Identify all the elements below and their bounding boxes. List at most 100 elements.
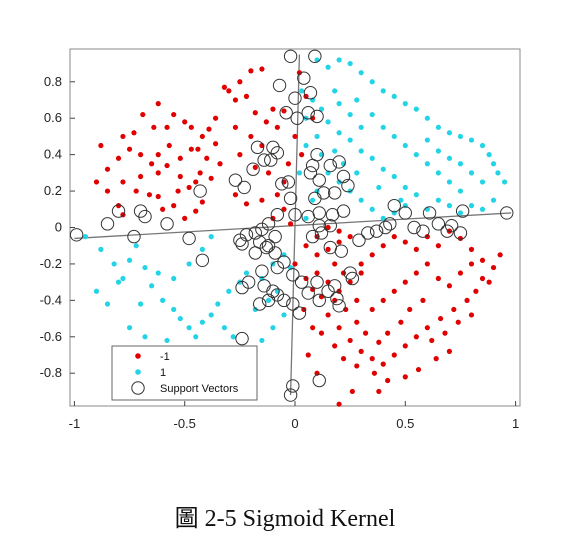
point-class-neg xyxy=(177,173,183,180)
point-class-pos xyxy=(398,197,404,203)
point-class-neg xyxy=(391,288,397,294)
point-class-neg xyxy=(120,133,126,140)
support-vector-marker xyxy=(228,173,243,187)
point-class-neg xyxy=(206,126,212,132)
support-vector-marker xyxy=(330,291,344,306)
point-class-neg xyxy=(171,111,177,118)
point-class-neg xyxy=(296,70,303,76)
point-class-neg xyxy=(380,297,386,303)
point-class-pos xyxy=(354,97,360,103)
support-vector-marker xyxy=(453,226,468,240)
support-vector-marker xyxy=(290,111,304,125)
point-class-neg xyxy=(437,315,444,322)
point-class-neg xyxy=(226,88,232,94)
support-vector-marker xyxy=(321,284,335,298)
point-class-pos xyxy=(332,88,338,94)
point-class-pos xyxy=(82,234,89,240)
support-vector-marker xyxy=(369,224,384,238)
point-class-neg xyxy=(166,142,172,149)
support-vector-marker xyxy=(255,264,269,278)
point-class-pos xyxy=(199,319,205,325)
support-vector-marker xyxy=(270,146,285,160)
support-vector-marker xyxy=(292,306,307,320)
point-class-neg xyxy=(402,374,408,380)
support-vector-marker xyxy=(283,388,298,402)
support-vector-marker xyxy=(235,331,249,346)
figure-caption: 圖 2-5 Sigmoid Kernel xyxy=(174,506,396,532)
point-class-neg xyxy=(402,239,408,245)
y-tick-label: 0.2 xyxy=(44,183,62,198)
point-class-neg xyxy=(332,343,338,349)
point-class-neg xyxy=(413,270,419,276)
support-vector-marker xyxy=(286,379,300,393)
point-class-neg xyxy=(212,141,219,147)
support-vector-marker xyxy=(308,49,322,63)
point-class-pos xyxy=(501,179,508,185)
point-class-neg xyxy=(402,343,408,349)
point-class-neg xyxy=(252,110,258,116)
point-class-neg xyxy=(199,133,205,140)
point-class-pos xyxy=(221,325,228,331)
support-vector-marker xyxy=(308,191,322,206)
point-class-pos xyxy=(376,184,382,191)
point-class-pos xyxy=(325,119,331,125)
point-class-pos xyxy=(199,246,205,252)
point-class-pos xyxy=(457,210,464,216)
legend-marker xyxy=(135,353,141,359)
point-class-pos xyxy=(424,115,430,121)
point-class-neg xyxy=(464,297,470,303)
point-class-pos xyxy=(252,306,258,313)
point-class-neg xyxy=(263,119,269,125)
point-class-neg xyxy=(413,334,419,340)
point-class-pos xyxy=(413,106,419,112)
reference-line xyxy=(289,54,301,396)
support-vector-marker xyxy=(341,178,355,193)
support-vector-marker xyxy=(255,222,269,237)
support-vector-marker xyxy=(312,373,326,388)
point-class-neg xyxy=(182,215,188,221)
y-axis-ticks: 0.8 0.6 0.4 0.2 0 -0.2 -0.4 -0.6 -0.8 xyxy=(40,74,75,380)
point-class-pos xyxy=(446,179,453,185)
y-tick-label: -0.4 xyxy=(40,292,62,307)
support-vector-marker xyxy=(279,106,293,120)
point-class-neg xyxy=(193,208,199,214)
point-class-neg xyxy=(186,184,192,191)
point-class-neg xyxy=(310,325,316,331)
point-class-pos xyxy=(126,325,133,331)
point-class-neg xyxy=(314,270,320,276)
support-vector-marker xyxy=(277,293,291,308)
point-class-pos xyxy=(369,111,375,118)
point-class-pos xyxy=(336,57,342,63)
point-class-pos xyxy=(490,161,497,167)
point-class-neg xyxy=(104,166,111,172)
point-class-pos xyxy=(336,130,342,136)
point-class-neg xyxy=(358,261,364,267)
legend-marker xyxy=(131,381,145,395)
point-class-neg xyxy=(182,119,188,125)
point-class-neg xyxy=(259,66,265,72)
point-class-pos xyxy=(208,312,214,318)
point-class-neg xyxy=(376,388,382,395)
support-vector-marker xyxy=(69,228,84,242)
support-vector-marker xyxy=(241,275,256,289)
support-vector-marker xyxy=(312,218,326,233)
point-class-neg xyxy=(195,146,201,152)
point-class-neg xyxy=(424,325,430,331)
support-vector-marker xyxy=(312,173,326,187)
support-vector-marker xyxy=(343,266,357,280)
point-class-neg xyxy=(369,306,375,313)
point-class-neg xyxy=(385,330,391,336)
y-tick-label: 0.6 xyxy=(44,110,62,125)
support-vector-marker xyxy=(283,191,298,206)
point-class-pos xyxy=(435,170,441,176)
point-class-neg xyxy=(468,312,475,318)
point-class-neg xyxy=(340,356,347,362)
point-class-neg xyxy=(325,246,331,252)
point-class-pos xyxy=(354,170,360,176)
legend-marker xyxy=(135,369,141,375)
point-class-pos xyxy=(457,133,464,140)
support-vector-marker xyxy=(336,169,351,184)
support-vector-marker xyxy=(250,140,265,155)
support-vector-marker xyxy=(310,109,324,124)
